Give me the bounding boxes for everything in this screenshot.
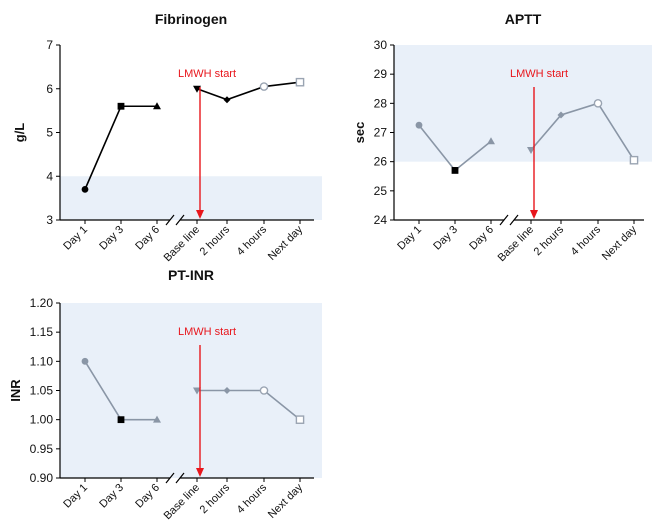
x-tick-label: Next day [266, 481, 306, 521]
x-tick-label: 2 hours [198, 223, 233, 258]
annotation-arrow-head [530, 210, 538, 219]
data-point [117, 102, 125, 110]
y-axis-label: g/L [12, 123, 27, 143]
series-line [197, 389, 301, 421]
y-tick-label: 24 [374, 213, 388, 227]
data-point [117, 416, 125, 424]
y-tick-label: 7 [46, 38, 53, 52]
axis-break-mark [499, 214, 509, 226]
y-tick-label: 28 [374, 96, 388, 110]
data-point [153, 415, 161, 423]
pt-inr-chart: PT-INR INR 0.90 0.95 1.00 1.05 1.10 1.15 1.20 Day… [8, 267, 322, 522]
x-tick-label: Day 3 [97, 224, 126, 253]
data-point [415, 121, 423, 129]
y-axis-label: sec [352, 122, 367, 144]
chart-title: Fibrinogen [155, 11, 227, 27]
x-tick-label: 2 hours [532, 223, 567, 258]
axis-break-mark [175, 472, 185, 484]
y-axis-label: INR [8, 379, 23, 402]
x-tick-label: 4 hours [235, 481, 270, 516]
y-tick-label: 4 [46, 169, 53, 183]
axis-break-mark [175, 214, 185, 226]
data-point [451, 167, 459, 174]
aptt-chart: APTT sec 24 25 26 27 28 29 30 Day 1 Day 3 Day 6 Base… [352, 11, 652, 264]
annotation-arrow-head [196, 210, 204, 219]
x-tick-label: Base line [496, 224, 536, 264]
reference-band [60, 176, 322, 220]
y-tick-label: 1.10 [30, 354, 54, 368]
annotation-label: LMWH start [510, 68, 568, 80]
chart-title: PT-INR [168, 267, 214, 283]
x-tick-label: Day 1 [61, 224, 90, 253]
annotation-arrow-head [196, 468, 204, 477]
y-tick-label: 30 [374, 38, 388, 52]
fibrinogen-chart: Fibrinogen g/L 3 4 5 6 7 Day 1 Day 3 Day 6 Base li… [12, 11, 322, 264]
x-tick-label: Day 3 [431, 224, 460, 253]
annotation-label: LMWH start [178, 68, 236, 80]
x-tick-label: Day 6 [133, 482, 162, 511]
y-tick-label: 1.20 [30, 296, 54, 310]
y-tick-label: 0.90 [30, 471, 54, 485]
y-tick-label: 1.00 [30, 413, 54, 427]
y-tick-label: 27 [374, 126, 388, 140]
data-point [153, 102, 161, 110]
data-point [557, 111, 565, 119]
x-tick-label: Day 1 [395, 224, 424, 253]
data-point [81, 357, 89, 365]
data-point [81, 185, 89, 193]
data-point [259, 386, 269, 395]
x-tick-label: Day 6 [467, 224, 496, 253]
y-tick-label: 25 [374, 184, 388, 198]
data-point [295, 77, 305, 87]
y-tick-label: 26 [374, 155, 388, 169]
axis-break-mark [165, 472, 175, 484]
y-tick-label: 3 [46, 213, 53, 227]
x-tick-label: 2 hours [198, 481, 233, 516]
reference-band [394, 45, 652, 162]
data-point [629, 155, 639, 165]
x-tick-label: Base line [162, 482, 202, 522]
y-tick-label: 5 [46, 126, 53, 140]
data-point [487, 137, 495, 145]
data-point [593, 99, 603, 108]
y-tick-label: 0.95 [30, 442, 54, 456]
x-tick-label: Day 3 [97, 482, 126, 511]
x-tick-label: Base line [162, 224, 202, 264]
y-tick-label: 1.15 [30, 325, 54, 339]
x-tick-label: Day 1 [61, 482, 90, 511]
x-tick-label: 4 hours [569, 223, 604, 258]
series-line [530, 102, 635, 161]
annotation-label: LMWH start [178, 326, 236, 338]
data-point [223, 387, 231, 394]
data-point [259, 82, 269, 91]
x-tick-label: Next day [266, 223, 306, 263]
x-tick-label: 4 hours [235, 223, 270, 258]
y-tick-label: 1.05 [30, 384, 54, 398]
x-tick-label: Next day [600, 223, 640, 263]
data-point [527, 147, 535, 154]
axis-break-mark [165, 214, 175, 226]
chart-title: APTT [505, 11, 542, 27]
series-line [196, 81, 301, 101]
y-tick-label: 6 [46, 82, 53, 96]
x-tick-label: Day 6 [133, 224, 162, 253]
data-point [295, 415, 305, 424]
axis-break-mark [509, 214, 519, 226]
data-point [223, 96, 231, 104]
data-point [193, 387, 201, 395]
y-tick-label: 29 [374, 67, 388, 81]
data-point [193, 85, 201, 93]
